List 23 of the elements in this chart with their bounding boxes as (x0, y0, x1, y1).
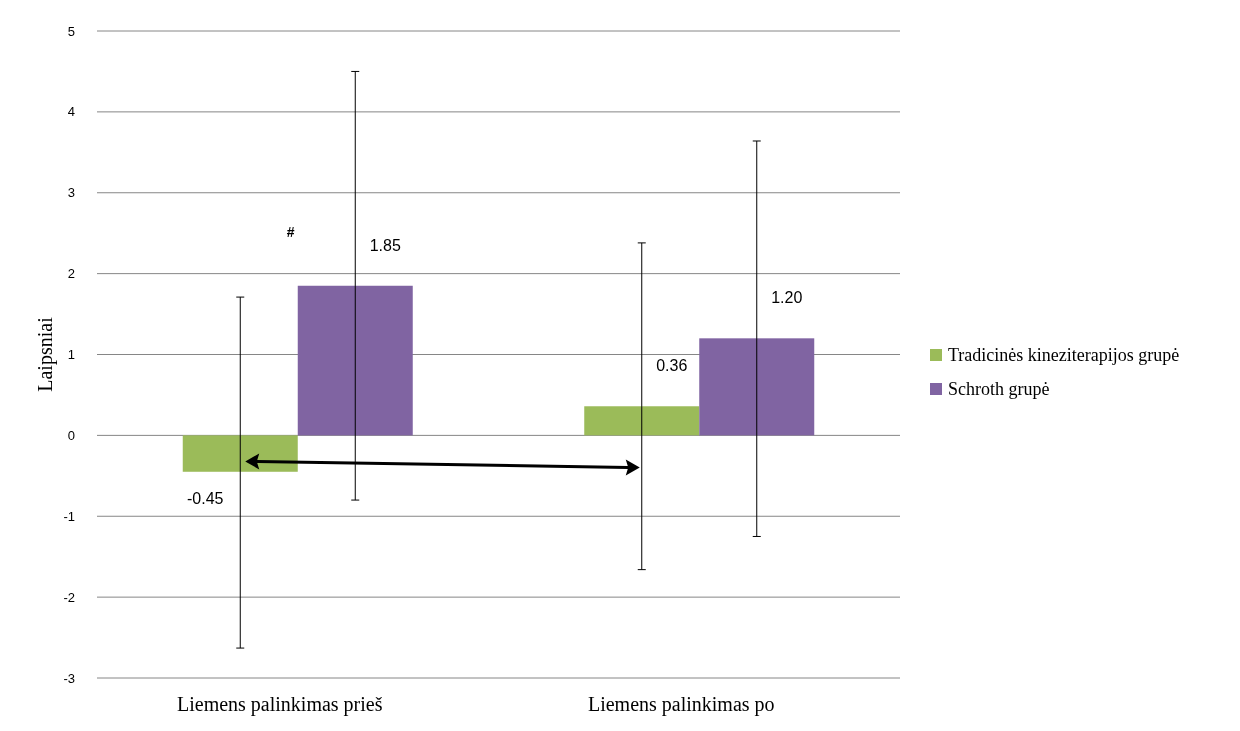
y-tick-label: -2 (63, 589, 75, 605)
y-tick-label: 5 (67, 23, 75, 39)
bar (297, 285, 413, 436)
bar (584, 406, 700, 436)
y-tick-label: 0 (67, 427, 75, 443)
y-tick-label: 1 (67, 347, 75, 363)
annotation: # (286, 224, 295, 240)
y-tick-label: -1 (63, 508, 75, 524)
legend-label: Tradicinės kineziterapijos grupė (948, 345, 1180, 366)
bar (182, 435, 298, 472)
legend-label: Schroth grupė (948, 379, 1050, 400)
x-tick-label: Liemens palinkimas prieš (176, 693, 383, 716)
data-label: 1.85 (369, 236, 401, 254)
y-tick-label: 3 (67, 185, 75, 201)
data-label: 1.20 (771, 289, 803, 307)
bar (699, 338, 815, 436)
y-axis-title: Laipsniai (34, 316, 57, 392)
data-label: 0.36 (656, 357, 688, 375)
x-tick-label: Liemens palinkimas po (587, 693, 775, 716)
y-tick-label: -3 (63, 670, 75, 686)
y-tick-label: 2 (67, 266, 75, 282)
y-tick-label: 4 (67, 104, 75, 120)
data-label: -0.45 (187, 489, 224, 507)
